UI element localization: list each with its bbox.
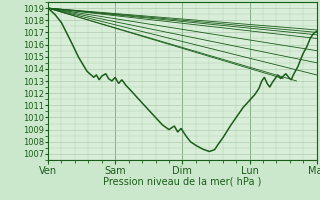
X-axis label: Pression niveau de la mer( hPa ): Pression niveau de la mer( hPa ) bbox=[103, 177, 261, 187]
